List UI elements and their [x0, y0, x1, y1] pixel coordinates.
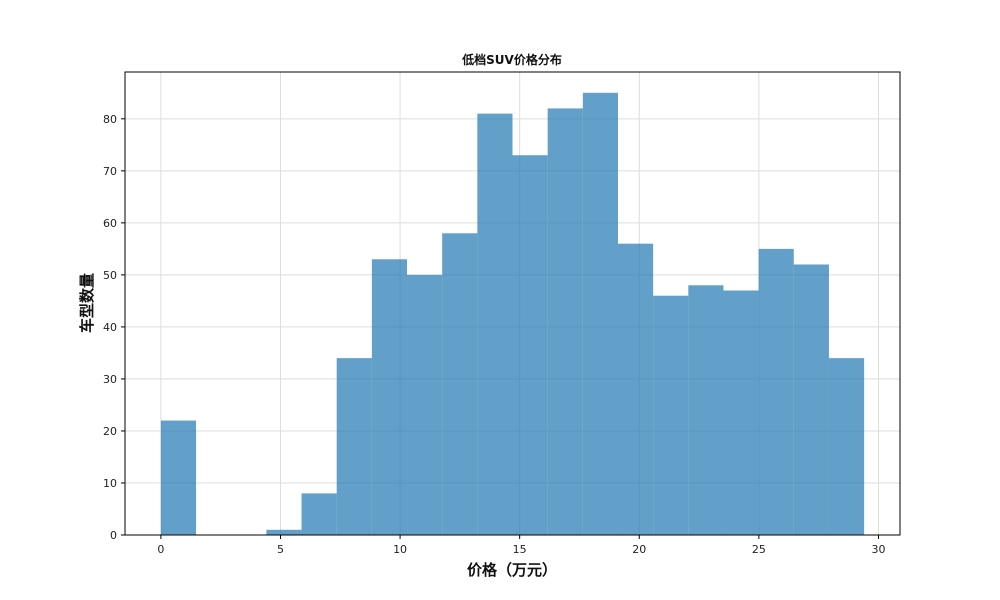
y-tick-label: 20 — [103, 425, 117, 438]
plot-frame — [124, 71, 901, 536]
x-tick: 10 — [393, 535, 407, 556]
x-tick: 30 — [871, 535, 885, 556]
x-tick: 0 — [157, 535, 164, 556]
histogram-bars — [160, 92, 865, 536]
y-tick: 70 — [103, 165, 125, 178]
histogram-bar — [160, 420, 197, 535]
y-tick-label: 30 — [103, 373, 117, 386]
y-tick-label: 60 — [103, 217, 117, 230]
y-axis-ticks: 0 10 20 30 40 50 60 70 80 — [103, 113, 125, 542]
histogram-bar — [336, 358, 372, 535]
histogram-bar — [477, 113, 513, 535]
histogram-bar — [371, 259, 408, 535]
y-tick: 10 — [103, 477, 125, 490]
histogram-bar — [617, 243, 654, 535]
x-tick: 25 — [752, 535, 766, 556]
histogram-bar — [512, 155, 548, 535]
histogram-bar — [582, 92, 618, 535]
x-tick-label: 10 — [393, 543, 407, 556]
y-tick-label: 40 — [103, 321, 117, 334]
x-tick-label: 15 — [513, 543, 527, 556]
y-tick: 40 — [103, 321, 125, 334]
y-tick: 20 — [103, 425, 125, 438]
y-tick: 60 — [103, 217, 125, 230]
x-tick: 5 — [277, 535, 284, 556]
histogram-bar — [547, 108, 583, 535]
x-tick-label: 20 — [632, 543, 646, 556]
y-tick: 30 — [103, 373, 125, 386]
y-axis-title: 车型数量 — [78, 273, 96, 333]
x-axis-ticks: 0 5 10 15 20 25 30 — [157, 535, 885, 556]
x-tick: 20 — [632, 535, 646, 556]
x-tick: 15 — [513, 535, 527, 556]
histogram-bar — [758, 248, 794, 535]
histogram-bar — [301, 493, 337, 535]
y-tick-label: 10 — [103, 477, 117, 490]
y-tick-label: 70 — [103, 165, 117, 178]
histogram-bar — [723, 290, 759, 535]
histogram-bar — [828, 358, 865, 535]
histogram-bar — [407, 274, 443, 535]
y-tick-label: 0 — [110, 529, 117, 542]
histogram-bar — [266, 529, 302, 535]
histogram-bar — [653, 295, 689, 535]
chart-title: 低档SUV价格分布 — [461, 52, 562, 67]
histogram-bar — [688, 285, 724, 535]
x-tick-label: 5 — [277, 543, 284, 556]
y-tick: 0 — [110, 529, 125, 542]
histogram-bar — [793, 264, 829, 535]
x-tick-label: 30 — [871, 543, 885, 556]
x-tick-label: 0 — [157, 543, 164, 556]
x-tick-label: 25 — [752, 543, 766, 556]
y-tick-label: 50 — [103, 269, 117, 282]
y-tick: 80 — [103, 113, 125, 126]
y-tick-label: 80 — [103, 113, 117, 126]
y-tick: 50 — [103, 269, 125, 282]
x-axis-title: 价格（万元） — [467, 561, 557, 579]
histogram-bar — [442, 233, 478, 536]
